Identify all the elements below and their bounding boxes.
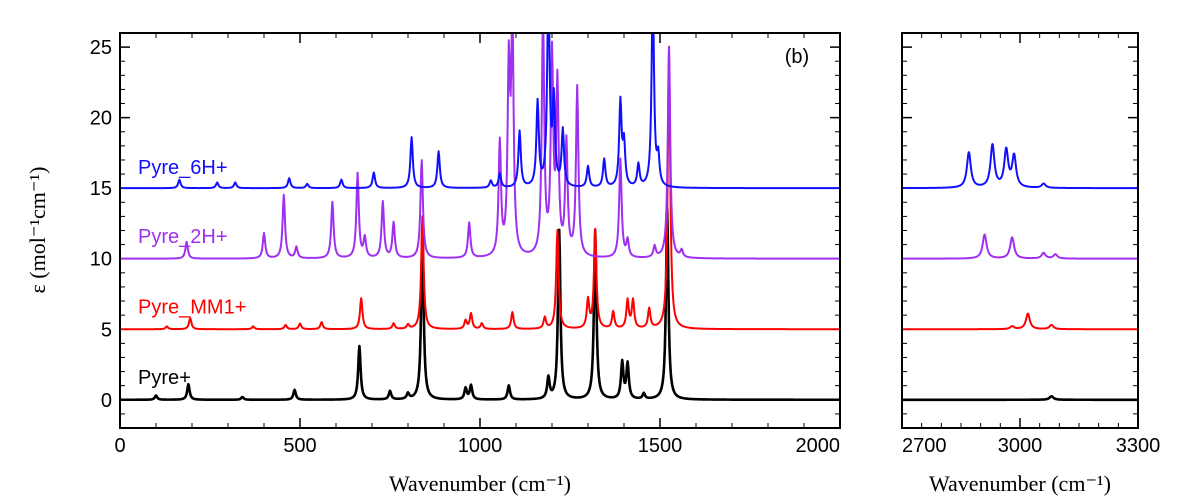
- y-tick-label: 15: [90, 178, 112, 200]
- y-tick-label: 5: [101, 319, 112, 341]
- high-panel-ticks: 2700 3000 3300: [901, 32, 1161, 457]
- series-line-pyre: [120, 207, 840, 402]
- series-line-pyre-2h: [120, 33, 840, 260]
- series-line-pyre-mm1: [120, 45, 840, 331]
- panel-high-wavenumber: 2700 3000 3300 Wavenumber (cm⁻¹): [901, 32, 1161, 496]
- high-panel-x-axis-label: Wavenumber (cm⁻¹): [929, 471, 1111, 496]
- y-tick-label: 20: [90, 108, 112, 130]
- y-tick-label: 10: [90, 249, 112, 271]
- x-tick-label: 1500: [638, 435, 683, 457]
- series-label-pyre: Pyre+: [138, 367, 191, 389]
- y-axis-title: ε (mol⁻¹cm⁻¹): [25, 167, 50, 294]
- x-tick-label: 3300: [1116, 435, 1161, 457]
- x-tick-label: 3000: [998, 435, 1043, 457]
- y-tick-label: 0: [101, 390, 112, 412]
- low-panel-ticks: 0 500 1000 1500 2000 0 5 10 15 20 25: [90, 32, 841, 457]
- series-label-pyre-2h: Pyre_2H+: [138, 226, 228, 248]
- y-tick-label: 25: [90, 37, 112, 59]
- high-panel-frame: [901, 32, 1139, 429]
- x-tick-label: 0: [114, 435, 125, 457]
- series-line-pyre-mm1: [902, 312, 1138, 331]
- low-panel-series: [120, 33, 840, 402]
- low-panel-frame: [119, 32, 841, 429]
- x-tick-label: 1000: [458, 435, 503, 457]
- series-line-pyre-6h: [902, 143, 1138, 190]
- high-panel-series: [902, 143, 1138, 402]
- y-axis-label: ε (mol⁻¹cm⁻¹): [25, 167, 50, 294]
- x-tick-label: 2700: [902, 435, 947, 457]
- series-line-pyre-2h: [902, 233, 1138, 260]
- x-tick-label: 2000: [796, 435, 841, 457]
- series-line-pyre: [902, 394, 1138, 402]
- x-tick-label: 500: [283, 435, 316, 457]
- series-line-pyre-6h: [120, 33, 840, 190]
- panel-label: (b): [785, 46, 809, 68]
- panel-low-wavenumber: 0 500 1000 1500 2000 0 5 10 15 20 25 Wavenumber (c…: [90, 32, 841, 496]
- series-labels: Pyre_6H+ Pyre_2H+ Pyre_MM1+ Pyre+: [138, 157, 246, 389]
- series-label-pyre-mm1: Pyre_MM1+: [138, 297, 246, 319]
- low-panel-x-axis-label: Wavenumber (cm⁻¹): [389, 471, 571, 496]
- series-label-pyre-6h: Pyre_6H+: [138, 157, 228, 179]
